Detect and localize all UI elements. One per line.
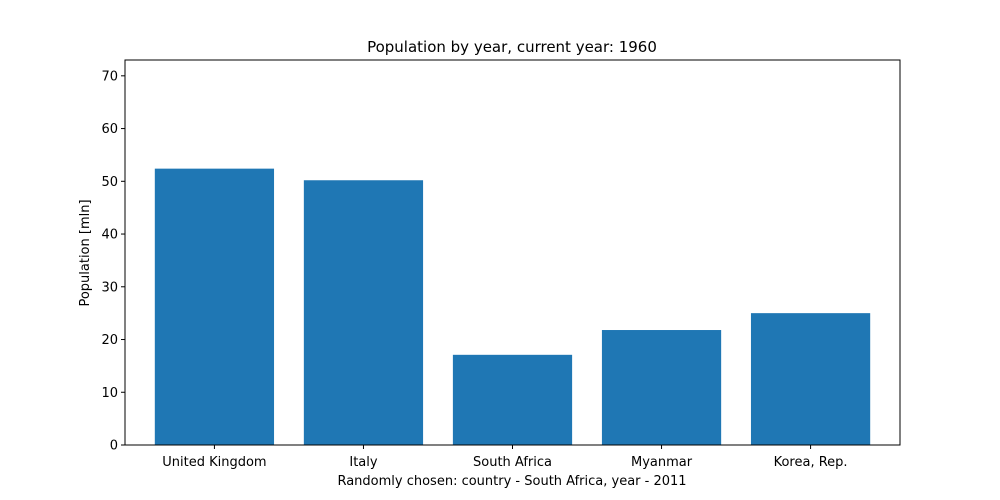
y-tick-label: 10 — [101, 386, 118, 401]
bar-italy — [303, 180, 424, 445]
x-tick-label: Korea, Rep. — [774, 455, 848, 470]
x-tick-label: Myanmar — [631, 455, 693, 470]
y-tick-label: 70 — [101, 69, 118, 84]
y-tick-label: 30 — [101, 280, 118, 295]
y-tick-label: 50 — [101, 175, 118, 190]
bar-korea-rep — [750, 313, 871, 445]
x-tick-label: Italy — [349, 455, 378, 470]
y-tick-label: 40 — [101, 228, 118, 243]
x-axis-title: Randomly chosen: country - South Africa,… — [337, 474, 686, 489]
y-axis-title: Population [mln] — [78, 199, 93, 306]
bar-united-kingdom — [154, 168, 275, 445]
bar-myanmar — [601, 330, 722, 445]
plot-area: 0 10 20 30 40 50 60 70 United Kingdom Italy South … — [101, 59, 901, 470]
x-tick-label: South Africa — [473, 455, 552, 470]
y-tick-label: 0 — [110, 439, 118, 454]
chart-title: Population by year, current year: 1960 — [367, 38, 657, 56]
x-tick-label: United Kingdom — [162, 455, 266, 470]
y-tick-label: 20 — [101, 333, 118, 348]
bar-south-africa — [452, 354, 573, 445]
y-tick-label: 60 — [101, 122, 118, 137]
